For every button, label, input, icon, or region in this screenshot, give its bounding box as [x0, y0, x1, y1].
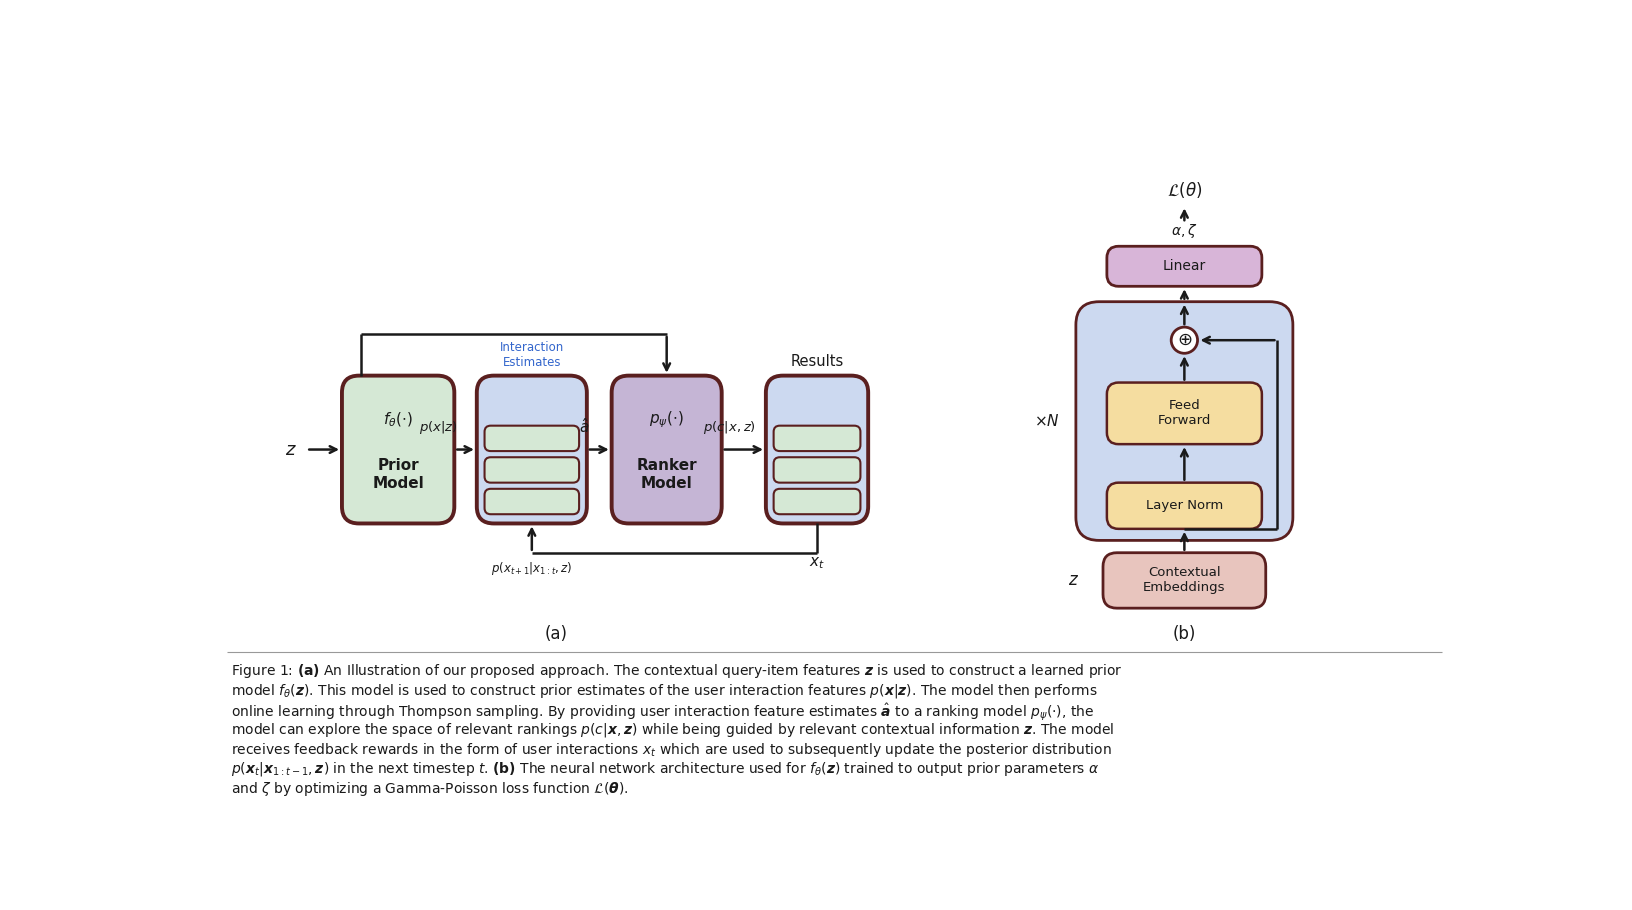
Text: online learning through Thompson sampling. By providing user interaction feature: online learning through Thompson samplin…	[232, 702, 1095, 723]
FancyBboxPatch shape	[774, 426, 860, 451]
Text: Prior
Model: Prior Model	[372, 459, 424, 490]
Text: and $\zeta$ by optimizing a Gamma-Poisson loss function $\mathcal{L}(\boldsymbol: and $\zeta$ by optimizing a Gamma-Poisso…	[232, 780, 628, 798]
Text: $\alpha, \zeta$: $\alpha, \zeta$	[1172, 222, 1198, 240]
Text: Interaction
Estimates: Interaction Estimates	[499, 341, 565, 369]
Text: $\hat{a}$: $\hat{a}$	[579, 418, 589, 437]
Text: $f_\theta(\cdot)$: $f_\theta(\cdot)$	[384, 410, 413, 430]
FancyBboxPatch shape	[343, 376, 454, 523]
Text: $x_t$: $x_t$	[809, 556, 826, 571]
FancyBboxPatch shape	[485, 457, 579, 482]
FancyBboxPatch shape	[485, 489, 579, 514]
Text: Results: Results	[790, 355, 844, 369]
Text: receives feedback rewards in the form of user interactions $x_t$ which are used : receives feedback rewards in the form of…	[232, 741, 1111, 759]
Text: $p_\psi(\cdot)$: $p_\psi(\cdot)$	[650, 410, 684, 430]
Text: Linear: Linear	[1162, 259, 1206, 273]
FancyBboxPatch shape	[1075, 302, 1293, 541]
Text: Ranker
Model: Ranker Model	[636, 459, 697, 490]
Text: $z$: $z$	[286, 440, 297, 459]
Text: $p(x|z)$: $p(x|z)$	[418, 420, 457, 437]
FancyBboxPatch shape	[774, 489, 860, 514]
Text: $\times N$: $\times N$	[1033, 413, 1059, 429]
FancyBboxPatch shape	[477, 376, 588, 523]
FancyBboxPatch shape	[1106, 382, 1262, 444]
FancyBboxPatch shape	[765, 376, 868, 523]
Text: $p(\boldsymbol{x}_t|\boldsymbol{x}_{1:t-1}, \boldsymbol{z})$ in the next timeste: $p(\boldsymbol{x}_t|\boldsymbol{x}_{1:t-…	[232, 760, 1100, 778]
Text: Contextual
Embeddings: Contextual Embeddings	[1142, 566, 1226, 594]
Text: (b): (b)	[1173, 625, 1196, 643]
FancyBboxPatch shape	[485, 426, 579, 451]
Text: $p(c|x, z)$: $p(c|x, z)$	[703, 420, 756, 437]
FancyBboxPatch shape	[1106, 482, 1262, 529]
FancyBboxPatch shape	[1103, 552, 1266, 608]
Text: $\oplus$: $\oplus$	[1177, 331, 1191, 349]
Text: $z$: $z$	[1067, 571, 1079, 590]
Circle shape	[1172, 327, 1198, 353]
Text: $\mathcal{L}(\theta)$: $\mathcal{L}(\theta)$	[1167, 180, 1203, 200]
Text: (a): (a)	[545, 625, 568, 643]
Text: Layer Norm: Layer Norm	[1146, 500, 1222, 512]
FancyBboxPatch shape	[1106, 247, 1262, 287]
Text: Figure 1: $\mathbf{(a)}$ An Illustration of our proposed approach. The contextua: Figure 1: $\mathbf{(a)}$ An Illustration…	[232, 662, 1123, 680]
Text: model can explore the space of relevant rankings $p(c|\boldsymbol{x}, \boldsymbo: model can explore the space of relevant …	[232, 721, 1115, 739]
FancyBboxPatch shape	[774, 457, 860, 482]
Text: model $f_\theta(\boldsymbol{z})$. This model is used to construct prior estimate: model $f_\theta(\boldsymbol{z})$. This m…	[232, 682, 1098, 700]
FancyBboxPatch shape	[612, 376, 721, 523]
Text: Feed
Forward: Feed Forward	[1157, 399, 1211, 428]
Text: $p(x_{t+1}|x_{1:t}, z)$: $p(x_{t+1}|x_{1:t}, z)$	[491, 561, 573, 578]
